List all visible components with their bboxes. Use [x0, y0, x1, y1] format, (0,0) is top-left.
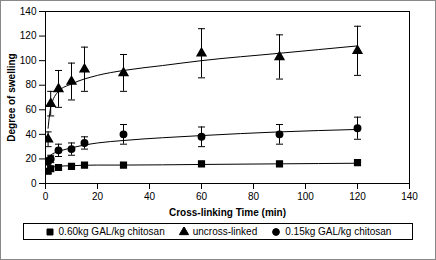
svg-text:140: 140: [20, 6, 37, 17]
svg-text:80: 80: [248, 191, 260, 202]
svg-text:60: 60: [25, 104, 37, 115]
svg-text:100: 100: [20, 55, 37, 66]
svg-text:0: 0: [31, 178, 37, 189]
svg-text:100: 100: [297, 191, 314, 202]
svg-text:120: 120: [349, 191, 366, 202]
svg-text:0: 0: [43, 191, 49, 202]
svg-text:20: 20: [25, 153, 37, 164]
html-text:uncross-linked: uncross-linked: [192, 226, 258, 237]
html-text:0.60kg GAL/kg chitosan: 0.60kg GAL/kg chitosan: [58, 226, 165, 237]
svg-text:140: 140: [401, 191, 418, 202]
svg-text:Degree of swelling: Degree of swelling: [6, 53, 17, 141]
svg-text:40: 40: [144, 191, 156, 202]
svg-text:60: 60: [196, 191, 208, 202]
html-text:0.15kg GAL/kg chitosan: 0.15kg GAL/kg chitosan: [285, 226, 392, 237]
svg-text:80: 80: [25, 79, 37, 90]
svg-text:20: 20: [92, 191, 104, 202]
svg-text:120: 120: [20, 30, 37, 41]
svg-text:Cross-linking Time (min): Cross-linking Time (min): [169, 207, 286, 218]
svg-text:40: 40: [25, 129, 37, 140]
